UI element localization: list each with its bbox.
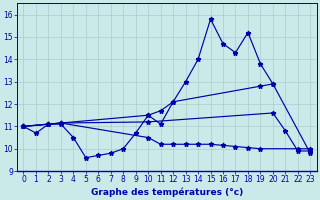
X-axis label: Graphe des températures (°c): Graphe des températures (°c) — [91, 187, 243, 197]
